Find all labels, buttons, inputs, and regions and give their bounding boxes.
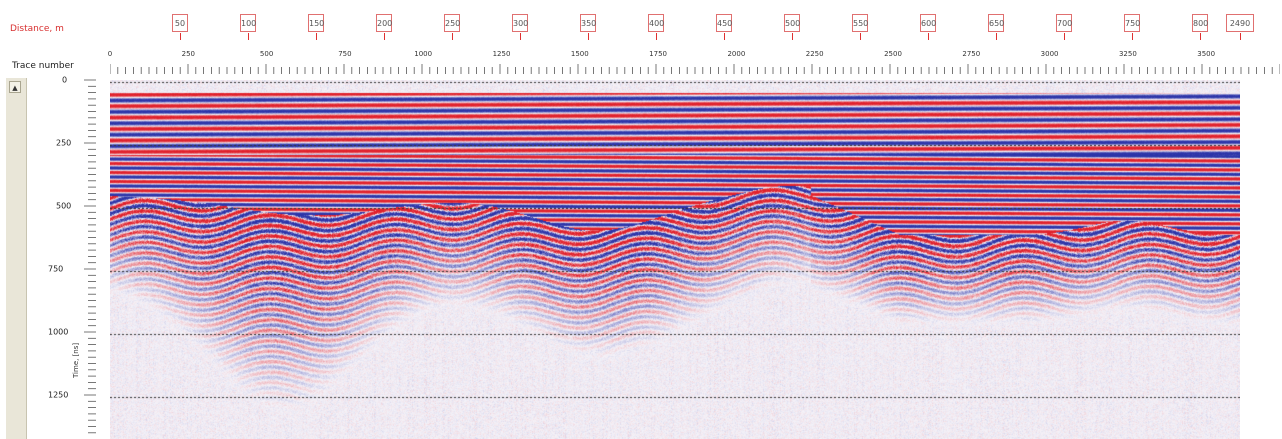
distance-marker-tick [180,33,181,40]
distance-marker-tick [928,33,929,40]
distance-marker[interactable]: 750 [1124,14,1140,32]
distance-marker-tick [384,33,385,40]
trace-tick-label: 3500 [1197,50,1216,58]
trace-tick-label: 1000 [414,50,433,58]
distance-marker[interactable]: 250 [444,14,460,32]
distance-marker[interactable]: 300 [512,14,528,32]
distance-marker[interactable]: 650 [988,14,1004,32]
distance-marker-tick [1064,33,1065,40]
distance-marker-tick [1132,33,1133,40]
trace-tick-label: 0 [107,50,113,58]
trace-tick-label: 250 [181,50,195,58]
distance-marker-tick [588,33,589,40]
trace-tick-label: 750 [338,50,352,58]
distance-marker[interactable]: 100 [240,14,256,32]
distance-axis-title: Distance, m [10,24,64,34]
distance-marker-tick [520,33,521,40]
distance-marker[interactable]: 700 [1056,14,1072,32]
trace-tick-label: 3000 [1040,50,1059,58]
distance-marker[interactable]: 50 [172,14,188,32]
time-tick-label: 1250 [48,390,69,400]
time-axis-ticks [84,79,96,434]
time-tick-label: 250 [56,138,72,148]
trace-tick-label: 1250 [492,50,511,58]
distance-marker[interactable]: 200 [376,14,392,32]
distance-marker-tick [996,33,997,40]
distance-marker-tick [860,33,861,40]
trace-number-axis [110,64,1280,74]
time-tick-label: 0 [62,75,68,85]
time-tick-label: 500 [56,201,72,211]
distance-marker-tick [724,33,725,40]
trace-tick-label: 1500 [570,50,589,58]
distance-marker-tick [1240,33,1241,40]
radargram-canvas[interactable] [110,80,1240,439]
distance-marker[interactable]: 800 [1192,14,1208,32]
distance-marker[interactable]: 150 [308,14,324,32]
distance-marker[interactable]: 550 [852,14,868,32]
time-tick-label: 750 [48,264,64,274]
trace-tick-label: 2500 [884,50,902,58]
distance-marker-tick [452,33,453,40]
distance-marker[interactable]: 500 [784,14,800,32]
distance-marker[interactable]: 450 [716,14,732,32]
vertical-scrollbar[interactable]: ▲ [6,78,27,439]
distance-marker[interactable]: 350 [580,14,596,32]
trace-tick-label: 500 [259,50,274,58]
time-axis: 0 250 500 750 1000 1250 Time, [ns] [26,75,110,439]
scroll-up-arrow-icon[interactable]: ▲ [9,81,21,93]
trace-tick-label: 2750 [962,50,981,58]
distance-marker-tick [792,33,793,40]
distance-marker[interactable]: 2490 [1226,14,1254,32]
trace-tick-label: 3250 [1118,50,1137,58]
trace-tick-label: 1750 [649,50,668,58]
trace-tick-label: 2000 [727,50,746,58]
distance-marker-tick [656,33,657,40]
distance-marker-tick [1200,33,1201,40]
distance-marker[interactable]: 600 [920,14,936,32]
distance-marker[interactable]: 400 [648,14,664,32]
trace-axis-title: Trace number [12,61,74,71]
distance-marker-tick [248,33,249,40]
trace-tick-label: 2250 [805,50,824,58]
distance-marker-tick [316,33,317,40]
time-axis-unit: Time, [ns] [72,342,80,378]
time-tick-label: 1000 [48,327,69,337]
